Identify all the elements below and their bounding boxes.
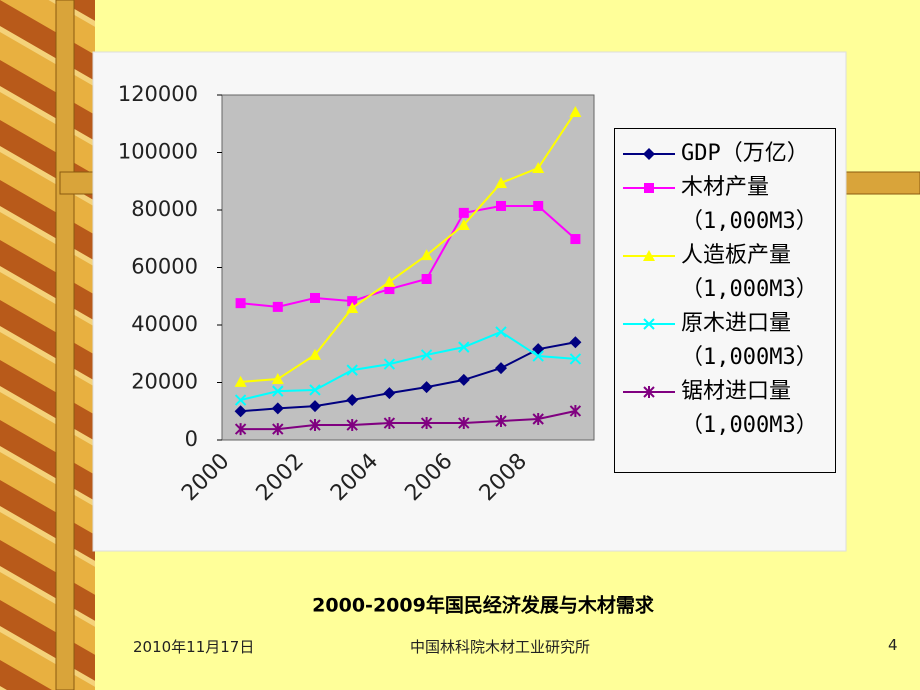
legend-label: GDP（万亿） — [681, 141, 809, 166]
marker — [346, 364, 358, 376]
legend-item: GDP（万亿） — [615, 137, 839, 171]
legend-label: 木材产量（1,000M3） — [681, 175, 818, 234]
marker — [420, 381, 433, 394]
legend-label: 原木进口量（1,000M3） — [681, 311, 818, 370]
marker — [458, 207, 469, 218]
marker — [643, 250, 655, 261]
marker — [569, 336, 582, 349]
series-line — [240, 341, 576, 413]
marker — [383, 387, 396, 400]
marker — [643, 148, 655, 160]
x-tick-label: 2006 — [400, 449, 457, 506]
marker — [458, 417, 470, 430]
marker — [346, 419, 358, 432]
footer-org: 中国林科院木材工业研究所 — [410, 638, 591, 656]
series-line — [240, 204, 577, 308]
x-tick-label: 2000 — [177, 449, 234, 506]
marker — [420, 417, 433, 430]
legend-swatch — [623, 250, 675, 261]
legend-swatch — [623, 386, 675, 398]
series-line — [240, 409, 576, 431]
marker — [420, 249, 433, 261]
chart-title: 2000-2009年国民经济发展与木材需求 — [312, 594, 655, 617]
marker — [234, 423, 247, 436]
page-number: 4 — [888, 636, 898, 654]
series-line — [240, 111, 577, 383]
marker — [569, 404, 582, 417]
marker — [532, 350, 544, 362]
marker — [346, 302, 359, 314]
marker — [569, 105, 582, 117]
marker — [309, 400, 321, 413]
marker — [234, 394, 247, 406]
marker — [271, 373, 284, 385]
marker — [272, 423, 284, 436]
marker — [420, 349, 433, 361]
marker — [309, 384, 321, 396]
marker — [347, 296, 358, 307]
marker — [234, 405, 247, 418]
y-tick-label: 20000 — [131, 370, 198, 394]
marker — [383, 275, 396, 287]
marker — [310, 292, 320, 303]
marker — [271, 402, 284, 415]
marker — [309, 419, 321, 432]
x-tick-label: 2002 — [252, 449, 309, 506]
legend-item: 木材产量（1,000M3） — [615, 171, 839, 239]
marker — [235, 298, 246, 309]
marker — [570, 234, 581, 245]
marker — [495, 362, 507, 375]
marker — [496, 200, 506, 211]
marker — [234, 375, 247, 387]
legend-swatch — [623, 183, 675, 193]
legend-swatch — [623, 148, 675, 160]
legend-item: 原木进口量（1,000M3） — [615, 307, 839, 375]
marker — [532, 413, 544, 426]
marker — [569, 353, 582, 365]
y-tick-label: 40000 — [131, 312, 198, 336]
series-line — [240, 330, 576, 402]
marker — [458, 341, 470, 353]
marker — [643, 386, 655, 398]
y-tick-label: 0 — [185, 427, 198, 451]
legend-swatch — [623, 318, 675, 330]
marker — [457, 218, 470, 230]
legend: GDP（万亿） 木材产量（1,000M3） 人造板产量（1,000M3） 原木进口量（… — [614, 128, 836, 473]
marker — [533, 200, 544, 211]
x-tick-label: 2008 — [475, 449, 532, 506]
marker — [495, 326, 507, 338]
marker — [643, 318, 655, 330]
marker — [383, 358, 396, 370]
x-tick-label: 2004 — [326, 449, 383, 506]
marker — [495, 176, 507, 188]
marker — [272, 385, 284, 397]
marker — [309, 348, 321, 360]
marker — [532, 162, 545, 174]
legend-item: 锯材进口量（1,000M3） — [615, 375, 839, 443]
marker — [383, 417, 396, 430]
y-tick-label: 100000 — [118, 140, 198, 164]
marker — [495, 415, 507, 428]
legend-item: 人造板产量（1,000M3） — [615, 239, 839, 307]
marker — [644, 183, 654, 193]
marker — [457, 373, 470, 386]
legend-label: 人造板产量（1,000M3） — [681, 243, 818, 302]
marker — [421, 274, 432, 284]
marker — [346, 394, 359, 407]
marker — [272, 301, 283, 312]
y-tick-label: 60000 — [131, 255, 198, 279]
y-tick-label: 80000 — [131, 197, 198, 221]
marker — [384, 284, 395, 295]
y-tick-label: 120000 — [118, 82, 198, 106]
legend-label: 锯材进口量（1,000M3） — [681, 379, 818, 438]
footer-date: 2010年11月17日 — [133, 638, 255, 656]
